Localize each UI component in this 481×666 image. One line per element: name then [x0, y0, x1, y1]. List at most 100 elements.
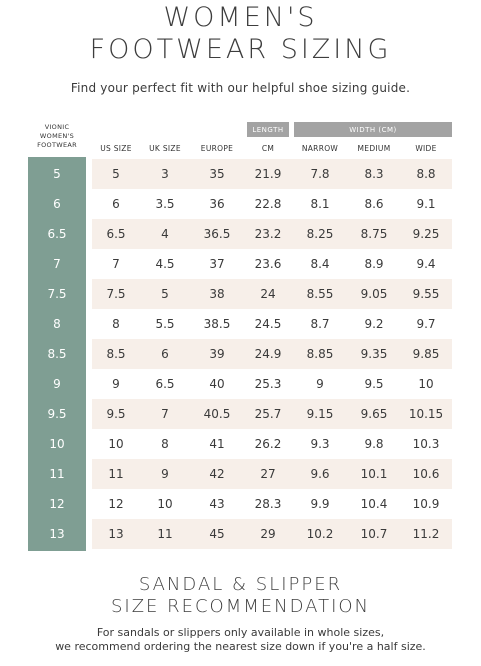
table-cell-us: 7 — [112, 257, 120, 271]
table-cell-wide: 9.1 — [416, 197, 436, 211]
table-cell-uk: 5 — [161, 287, 169, 301]
vionic-header-line: WOMEN'S — [39, 132, 75, 140]
table-cell-wide: 9.55 — [412, 287, 440, 301]
table-cell-medium: 9.35 — [360, 347, 388, 361]
table-cell-uk: 3 — [161, 167, 169, 181]
table-cell-narrow: 8.4 — [310, 257, 330, 271]
table-cell-cm: 27 — [260, 467, 276, 481]
table-cell-us: 7.5 — [106, 287, 126, 301]
table-cell-us: 10 — [108, 437, 124, 451]
table-row: 6 3.5 36 22.8 8.1 8.6 9.1 — [92, 189, 452, 219]
table-cell-wide: 9.85 — [412, 347, 440, 361]
column-header-cm: CM — [261, 143, 275, 153]
table-cell-eu: 37 — [209, 257, 225, 271]
table-cell-narrow: 9.6 — [310, 467, 330, 481]
table-cell-medium: 8.9 — [364, 257, 384, 271]
table-cell-eu: 38 — [209, 287, 225, 301]
table-cell-uk: 9 — [161, 467, 169, 481]
sandal-title-line1: SANDAL & SLIPPER — [138, 574, 343, 595]
vionic-size-cell: 9.5 — [47, 407, 67, 421]
table-cell-uk: 7 — [161, 407, 169, 421]
table-row: 13 11 45 29 10.2 10.7 11.2 — [92, 519, 452, 549]
vionic-header-line: VIONIC — [44, 123, 70, 131]
table-cell-narrow: 7.8 — [310, 167, 330, 181]
vionic-size-header: VIONIC WOMEN'S FOOTWEAR — [26, 123, 88, 150]
vionic-size-column: 5 6 6.5 7 7.5 8 8.5 9 9.5 10 11 12 13 — [28, 157, 86, 551]
table-cell-wide: 8.8 — [416, 167, 436, 181]
table-row: 11 9 42 27 9.6 10.1 10.6 — [92, 459, 452, 489]
table-cell-narrow: 9.3 — [310, 437, 330, 451]
table-row: 8.5 6 39 24.9 8.85 9.35 9.85 — [92, 339, 452, 369]
table-cell-eu: 35 — [209, 167, 225, 181]
table-cell-wide: 9.25 — [412, 227, 440, 241]
column-header-wide: WIDE — [415, 143, 437, 153]
table-cell-uk: 8 — [161, 437, 169, 451]
table-cell-cm: 24 — [260, 287, 276, 301]
table-cell-narrow: 10.2 — [306, 527, 334, 541]
vionic-size-cell: 7 — [53, 257, 61, 271]
vionic-size-cell: 9 — [53, 377, 61, 391]
table-cell-wide: 11.2 — [412, 527, 440, 541]
table-cell-eu: 42 — [209, 467, 225, 481]
table-cell-uk: 4.5 — [155, 257, 175, 271]
vionic-size-cell: 10 — [49, 437, 65, 451]
table-cell-eu: 36.5 — [203, 227, 231, 241]
vionic-size-cell: 8 — [53, 317, 61, 331]
table-cell-eu: 40.5 — [203, 407, 231, 421]
table-cell-eu: 36 — [209, 197, 225, 211]
column-header-medium: MEDIUM — [357, 143, 391, 153]
table-cell-narrow: 8.55 — [306, 287, 334, 301]
vionic-size-cell: 5 — [53, 167, 61, 181]
width-group-header: WIDTH (CM) — [294, 122, 452, 137]
table-cell-us: 6 — [112, 197, 120, 211]
table-cell-cm: 25.7 — [254, 407, 282, 421]
table-cell-cm: 26.2 — [254, 437, 282, 451]
table-cell-wide: 10 — [418, 377, 434, 391]
table-cell-uk: 11 — [157, 527, 173, 541]
table-cell-medium: 9.05 — [360, 287, 388, 301]
vionic-size-cell: 6.5 — [47, 227, 67, 241]
table-cell-uk: 10 — [157, 497, 173, 511]
table-cell-cm: 29 — [260, 527, 276, 541]
table-cell-medium: 10.1 — [360, 467, 388, 481]
vionic-size-cell: 6 — [53, 197, 61, 211]
table-cell-cm: 23.6 — [254, 257, 282, 271]
table-cell-cm: 21.9 — [254, 167, 282, 181]
sandal-note-line2: we recommend ordering the nearest size d… — [55, 640, 426, 653]
table-cell-narrow: 8.85 — [306, 347, 334, 361]
table-cell-us: 5 — [112, 167, 120, 181]
table-cell-uk: 4 — [161, 227, 169, 241]
table-cell-uk: 6 — [161, 347, 169, 361]
table-row: 6.5 4 36.5 23.2 8.25 8.75 9.25 — [92, 219, 452, 249]
table-cell-wide: 10.9 — [412, 497, 440, 511]
table-cell-narrow: 9.15 — [306, 407, 334, 421]
table-cell-wide: 10.6 — [412, 467, 440, 481]
sandal-title-line2: SIZE RECOMMENDATION — [110, 596, 371, 617]
table-row: 7 4.5 37 23.6 8.4 8.9 9.4 — [92, 249, 452, 279]
table-cell-cm: 28.3 — [254, 497, 282, 511]
table-cell-wide: 9.4 — [416, 257, 436, 271]
table-cell-medium: 10.7 — [360, 527, 388, 541]
table-cell-us: 11 — [108, 467, 124, 481]
sandal-note-line1: For sandals or slippers only available i… — [96, 626, 385, 639]
table-cell-cm: 25.3 — [254, 377, 282, 391]
column-header-narrow: NARROW — [301, 143, 339, 153]
table-cell-narrow: 8.7 — [310, 317, 330, 331]
table-cell-narrow: 9 — [316, 377, 324, 391]
vionic-header-line: FOOTWEAR — [37, 141, 77, 149]
table-cell-medium: 8.75 — [360, 227, 388, 241]
table-cell-cm: 23.2 — [254, 227, 282, 241]
table-row: 12 10 43 28.3 9.9 10.4 10.9 — [92, 489, 452, 519]
table-cell-us: 6.5 — [106, 227, 126, 241]
vionic-size-cell: 11 — [49, 467, 65, 481]
table-cell-medium: 9.2 — [364, 317, 384, 331]
table-cell-medium: 9.5 — [364, 377, 384, 391]
vionic-size-cell: 7.5 — [47, 287, 67, 301]
table-cell-narrow: 8.25 — [306, 227, 334, 241]
table-cell-narrow: 9.9 — [310, 497, 330, 511]
table-cell-medium: 9.8 — [364, 437, 384, 451]
table-row: 9.5 7 40.5 25.7 9.15 9.65 10.15 — [92, 399, 452, 429]
table-cell-eu: 39 — [209, 347, 225, 361]
vionic-size-cell: 13 — [49, 527, 65, 541]
table-cell-uk: 3.5 — [155, 197, 175, 211]
